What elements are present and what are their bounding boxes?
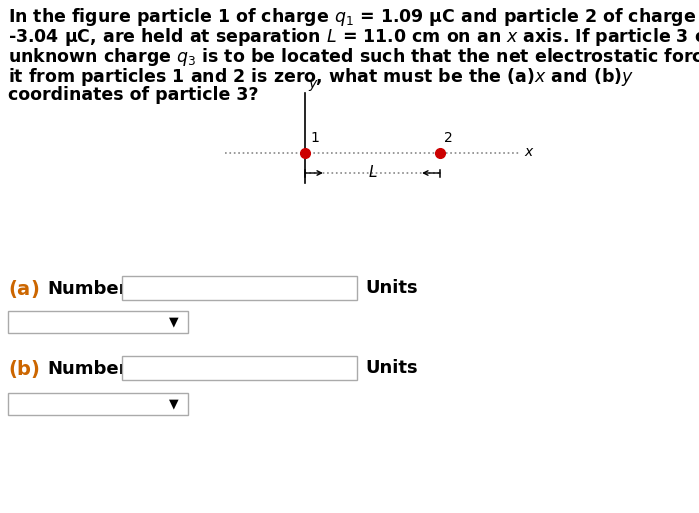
Text: it from particles 1 and 2 is zero, what must be the $\mathbf{(a)}$$x$ and $\math: it from particles 1 and 2 is zero, what …: [8, 66, 634, 88]
Bar: [122, 356, 357, 380]
Text: unknown charge $q_3$ is to be located such that the net electrostatic force on: unknown charge $q_3$ is to be located su…: [8, 46, 699, 68]
Text: y: y: [308, 77, 316, 91]
Text: $\mathbf{(b)}$: $\mathbf{(b)}$: [8, 358, 40, 380]
Text: Units: Units: [365, 279, 417, 297]
Text: ▼: ▼: [169, 315, 179, 328]
Text: Units: Units: [365, 359, 417, 377]
Text: In the figure particle 1 of charge $q_1$ = 1.09 μC and particle 2 of charge $q_2: In the figure particle 1 of charge $q_1$…: [8, 6, 699, 28]
Text: $\mathbf{(a)}$: $\mathbf{(a)}$: [8, 278, 39, 300]
Text: 2: 2: [444, 131, 453, 145]
Bar: [8, 311, 188, 333]
Text: x: x: [524, 145, 532, 159]
Text: ▼: ▼: [169, 398, 179, 410]
Text: -3.04 μC, are held at separation $L$ = 11.0 cm on an $x$ axis. If particle 3 of: -3.04 μC, are held at separation $L$ = 1…: [8, 26, 699, 48]
Bar: [8, 393, 188, 415]
Text: 1: 1: [310, 131, 319, 145]
Text: Number: Number: [47, 360, 127, 378]
Text: $L$: $L$: [368, 164, 377, 180]
Text: coordinates of particle 3?: coordinates of particle 3?: [8, 86, 259, 104]
Text: Number: Number: [47, 280, 127, 298]
Bar: [122, 276, 357, 300]
